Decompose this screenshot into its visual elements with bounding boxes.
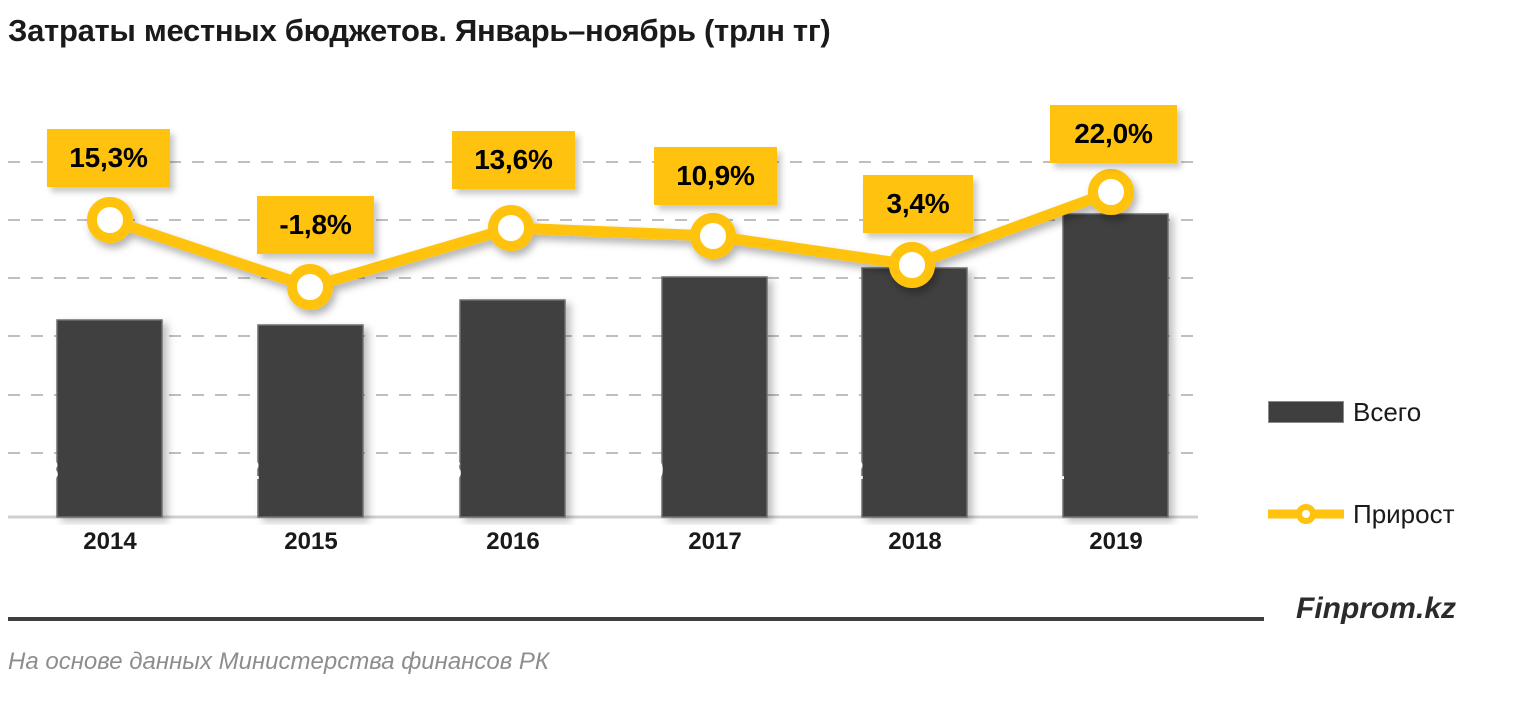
bar-value-label: 3,6 (424, 455, 462, 485)
growth-callout: 15,3% (47, 129, 170, 187)
brand-logo: Finprom.kz (1296, 592, 1457, 625)
page-title: Затраты местных бюджетов. Январь–ноябрь … (8, 13, 831, 48)
table-row (56, 319, 163, 518)
bar-swatch-icon (1268, 401, 1344, 423)
source-note: На основе данных Министерства финансов Р… (8, 648, 550, 675)
table-row (1062, 213, 1169, 518)
x-tick-label: 2019 (1089, 528, 1143, 555)
legend-item-label: Прирост (1353, 498, 1455, 529)
x-tick-label: 2016 (486, 528, 540, 555)
table-row (459, 299, 566, 518)
table-row (257, 324, 364, 518)
legend-item-growth[interactable]: Прирост (1263, 494, 1508, 534)
line-markers (87, 169, 1134, 310)
x-axis-labels: 2014 2015 2016 2017 2018 2019 (0, 528, 1230, 568)
legend-item-label: Всего (1353, 396, 1422, 427)
bar-value-label: 3,3 (21, 455, 59, 485)
gridlines (8, 161, 1198, 454)
growth-callout: 13,6% (452, 131, 575, 189)
legend-item-total[interactable]: Всего (1268, 392, 1508, 432)
x-tick-label: 2018 (888, 528, 942, 555)
bar-value-label: 4,2 (826, 455, 864, 485)
x-tick-label: 2014 (83, 528, 137, 555)
bar-series (56, 213, 1169, 518)
x-tick-label: 2015 (284, 528, 338, 555)
table-row (661, 276, 768, 518)
bar-value-label: 5,1 (1027, 455, 1065, 485)
growth-callout: 3,4% (863, 175, 973, 233)
x-tick-label: 2017 (688, 528, 742, 555)
growth-callout: 10,9% (654, 147, 777, 205)
chart-svg (8, 161, 1198, 519)
line-swatch-icon (1263, 502, 1349, 526)
chart-plot-area: 3,3 3,2 3,6 4,0 4,2 5,1 15,3% -1,8% 13,6… (0, 100, 1230, 525)
growth-callout: 22,0% (1050, 105, 1177, 163)
chart-legend: Всего Прирост (1263, 392, 1508, 534)
bar-value-label: 4,0 (626, 455, 664, 485)
bar-value-label: 3,2 (222, 455, 260, 485)
growth-callout: -1,8% (257, 196, 374, 254)
table-row (861, 267, 968, 518)
footer-divider (8, 617, 1264, 621)
growth-line-series (87, 169, 1134, 310)
